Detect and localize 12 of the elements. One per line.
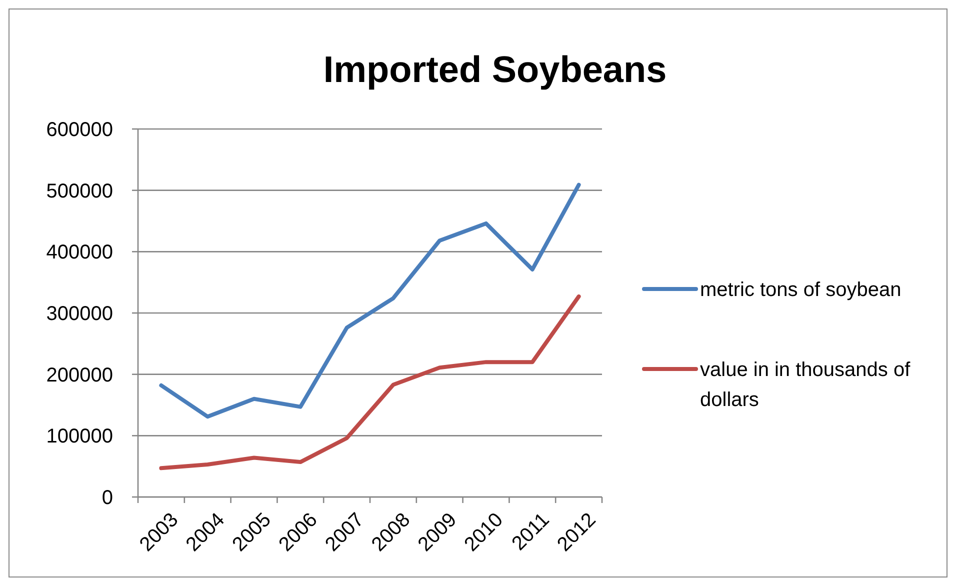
line-series bbox=[159, 294, 581, 470]
line-series bbox=[159, 182, 581, 419]
y-tick-label: 600000 bbox=[46, 119, 113, 141]
legend-label: metric tons of soybean bbox=[700, 279, 902, 301]
y-tick-label: 300000 bbox=[46, 303, 113, 325]
y-tick-label: 500000 bbox=[46, 180, 113, 202]
chart-title: Imported Soybeans bbox=[323, 49, 667, 90]
y-tick-label: 0 bbox=[102, 487, 113, 509]
y-tick-label: 400000 bbox=[46, 242, 113, 264]
y-tick-label: 200000 bbox=[46, 364, 113, 386]
y-tick-label: 100000 bbox=[46, 426, 113, 448]
legend-label: value in in thousands of dollars bbox=[700, 359, 911, 411]
